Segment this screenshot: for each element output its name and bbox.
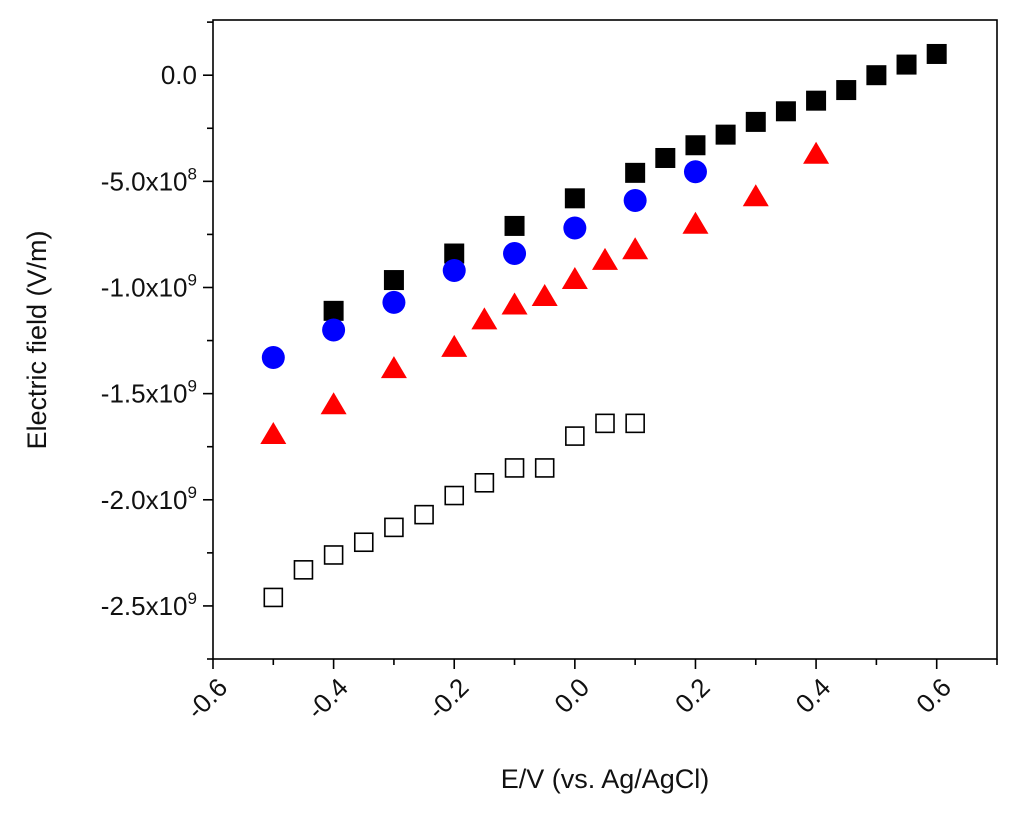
filled-square-point bbox=[323, 300, 344, 321]
blue-circle-point bbox=[683, 160, 707, 184]
red-triangle-point bbox=[592, 247, 618, 270]
x-tick-label: 0.0 bbox=[548, 672, 595, 719]
red-triangle-point bbox=[441, 334, 468, 357]
open-square-point bbox=[474, 472, 495, 493]
blue-circle-point bbox=[261, 346, 285, 370]
open-square-point bbox=[293, 560, 314, 580]
open-square-point bbox=[353, 532, 374, 553]
filled-square-point bbox=[625, 162, 646, 183]
open-square-point bbox=[625, 413, 645, 434]
open-square-point bbox=[504, 458, 525, 478]
blue-circle-point bbox=[322, 318, 346, 342]
red-triangle-point bbox=[682, 211, 709, 234]
y-tick-label: -5.0x108 bbox=[101, 164, 197, 196]
blue-circle-point bbox=[503, 242, 527, 266]
filled-square-point bbox=[896, 54, 917, 75]
red-triangle-point bbox=[380, 356, 407, 379]
x-tick-label: 0.6 bbox=[910, 672, 957, 719]
x-tick-label: -0.4 bbox=[301, 672, 354, 725]
red-triangle-point bbox=[622, 237, 649, 260]
x-tick-label: 0.4 bbox=[790, 672, 837, 719]
open-square-point bbox=[444, 485, 465, 506]
red-triangle-point bbox=[320, 392, 347, 415]
x-axis-title: E/V (vs. Ag/AgCl) bbox=[501, 764, 710, 794]
red-triangle-point bbox=[471, 307, 498, 330]
y-tick-label: -2.5x109 bbox=[101, 589, 197, 621]
y-axis-title: Electric field (V/m) bbox=[22, 230, 52, 449]
open-square-point bbox=[595, 413, 615, 434]
open-square-point bbox=[414, 504, 434, 525]
filled-square-point bbox=[504, 215, 525, 236]
open-square-point bbox=[263, 587, 284, 608]
y-tick-label: 0.0 bbox=[161, 60, 197, 90]
filled-square-point bbox=[685, 135, 706, 156]
red-triangle-point bbox=[803, 141, 830, 164]
red-triangle-point bbox=[561, 266, 588, 289]
filled-square-point bbox=[383, 270, 404, 291]
filled-square-point bbox=[836, 80, 857, 101]
y-tick-label: -1.0x109 bbox=[101, 270, 197, 302]
filled-square-point bbox=[775, 101, 796, 122]
red-triangle-point bbox=[742, 184, 769, 207]
filled-square-point bbox=[866, 65, 887, 86]
blue-circle-point bbox=[623, 188, 647, 212]
plot-frame bbox=[212, 19, 998, 660]
red-triangle-point bbox=[501, 292, 528, 315]
filled-square-point bbox=[564, 188, 585, 209]
blue-circle-point bbox=[563, 216, 587, 240]
open-square-point bbox=[384, 517, 404, 538]
x-tick-label: -0.2 bbox=[422, 672, 475, 725]
x-tick-label: -0.6 bbox=[180, 672, 233, 725]
red-triangle-point bbox=[531, 283, 558, 306]
filled-square-point bbox=[655, 147, 676, 168]
filled-square-point bbox=[444, 243, 465, 264]
x-tick-label: 0.2 bbox=[669, 672, 716, 719]
filled-square-point bbox=[926, 43, 947, 64]
filled-square-point bbox=[745, 111, 766, 132]
y-tick-label: -2.0x109 bbox=[101, 483, 197, 515]
blue-circle-point bbox=[442, 259, 466, 283]
open-square-point bbox=[565, 426, 585, 446]
open-square-point bbox=[323, 545, 344, 565]
filled-square-point bbox=[715, 124, 736, 145]
y-tick-label: -1.5x109 bbox=[101, 377, 197, 409]
filled-square-point bbox=[806, 90, 827, 111]
open-square-point bbox=[534, 458, 555, 478]
blue-circle-point bbox=[382, 290, 406, 314]
red-triangle-point bbox=[260, 421, 287, 444]
